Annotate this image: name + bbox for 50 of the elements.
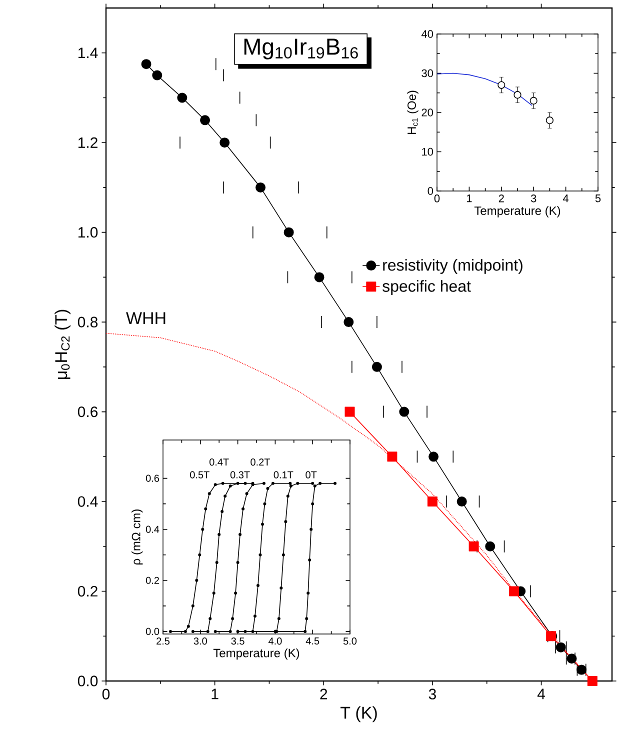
x-tick-label: 3 xyxy=(428,688,436,700)
y-tick-label: 0 xyxy=(428,187,434,195)
series-label: 0.3T xyxy=(230,471,250,478)
series-label: 0.1T xyxy=(274,471,294,478)
y-tick-label: 0.0 xyxy=(78,676,98,686)
y-tick-label: 0.6 xyxy=(146,474,160,482)
x-tick-label: 4 xyxy=(537,688,546,700)
legend-label: specific heat xyxy=(382,280,471,296)
y-tick-label: 10 xyxy=(422,148,434,156)
x-tick-label: 5 xyxy=(595,194,601,202)
y-tick-label: 1.4 xyxy=(78,48,98,58)
x-tick-label: 3.0 xyxy=(194,638,207,645)
x-axis-title: Temperature (K) xyxy=(213,648,300,660)
x-tick-label: 4.5 xyxy=(306,638,320,645)
y-tick-label: 0.2 xyxy=(146,576,159,584)
legend-label: resistivity (midpoint) xyxy=(383,258,522,274)
annotation: WHH xyxy=(126,312,166,324)
x-tick-label: 0 xyxy=(102,688,110,700)
y-tick-label: 0.6 xyxy=(78,406,98,418)
x-tick-label: 1 xyxy=(466,194,472,202)
y-tick-label: 1.2 xyxy=(78,137,98,148)
y-tick-label: 0.0 xyxy=(146,628,160,635)
x-tick-label: 4 xyxy=(562,194,569,202)
x-tick-label: 1 xyxy=(212,688,218,700)
x-tick-label: 2.5 xyxy=(156,638,170,645)
y-tick-label: 20 xyxy=(422,108,434,116)
x-tick-label: 5.0 xyxy=(343,638,357,645)
x-tick-label: 3 xyxy=(530,194,536,202)
x-tick-label: 3.5 xyxy=(231,638,244,645)
y-tick-label: 0.4 xyxy=(78,496,98,507)
y-axis-title: μ$_{0}$H$_{C2}$ (T) xyxy=(54,310,70,380)
x-axis-title: Temperature (K) xyxy=(474,206,560,218)
series-label: 0.4T xyxy=(209,458,229,466)
x-tick-label: 2 xyxy=(320,688,328,700)
y-tick-label: 1.0 xyxy=(78,227,98,238)
y-axis-title: H$_{c1}$ (Oe) xyxy=(407,90,418,134)
y-tick-label: 0.4 xyxy=(146,526,160,533)
y-tick-label: 0.8 xyxy=(78,316,98,328)
x-axis-title: T (K) xyxy=(340,706,377,722)
y-tick-label: 30 xyxy=(422,69,434,78)
y-tick-label: 40 xyxy=(421,30,434,38)
x-tick-label: 2 xyxy=(498,194,504,202)
y-tick-label: 0.2 xyxy=(78,586,98,597)
x-tick-label: 4.0 xyxy=(268,638,282,645)
x-tick-label: 0 xyxy=(434,194,440,202)
series-label: 0.2T xyxy=(250,458,270,466)
text: Mg$_{10}$Ir$_{19}$B$_{16}$ xyxy=(244,38,358,60)
y-axis-title: ρ (mΩ cm) xyxy=(132,510,143,564)
legend-label: 0.5T xyxy=(190,471,210,478)
series-label: 0T xyxy=(306,471,317,478)
